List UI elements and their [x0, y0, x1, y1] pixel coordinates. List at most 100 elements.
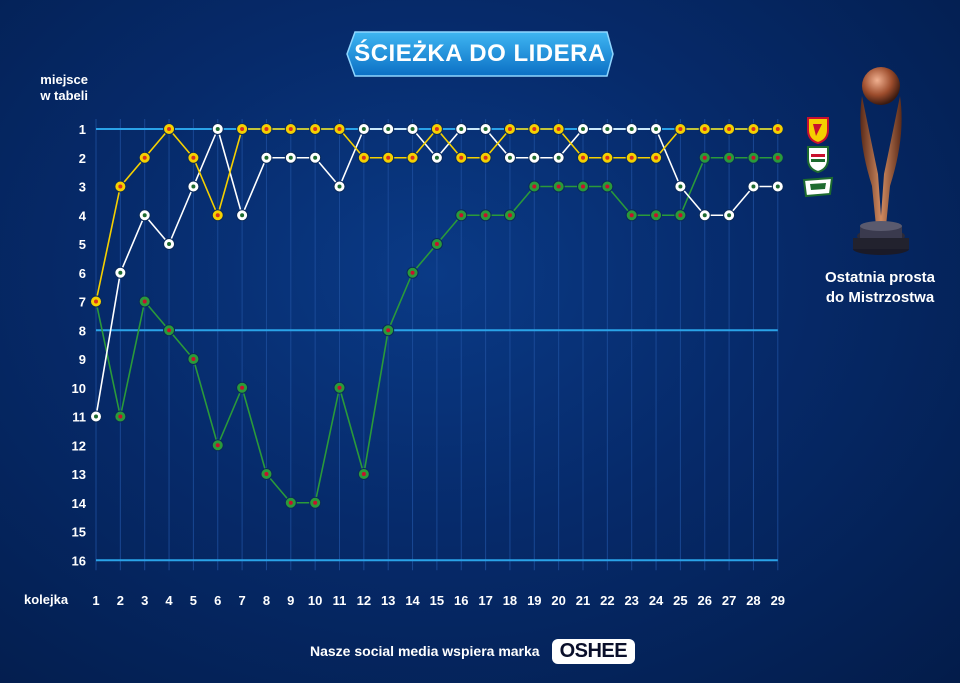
- x-tick-label: 1: [92, 593, 99, 608]
- data-point-center: [459, 127, 464, 131]
- data-point-center: [434, 242, 439, 246]
- legia-crest-icon: [807, 146, 829, 173]
- x-tick-label: 15: [430, 593, 444, 608]
- data-point-center: [337, 385, 342, 390]
- data-point-center: [556, 184, 561, 189]
- data-point-center: [702, 155, 707, 160]
- data-point-center: [605, 155, 610, 160]
- data-point-center: [678, 127, 683, 131]
- x-tick-label: 28: [746, 593, 760, 608]
- data-point-center: [361, 472, 366, 476]
- y-tick-label: 15: [72, 525, 86, 540]
- data-point-center: [727, 127, 732, 131]
- data-point-center: [142, 155, 147, 160]
- y-tick-label: 12: [72, 438, 86, 453]
- data-point-center: [532, 184, 537, 189]
- data-point-center: [264, 127, 269, 131]
- data-point-center: [361, 155, 366, 160]
- x-tick-label: 19: [527, 593, 541, 608]
- data-point-center: [532, 155, 537, 160]
- y-axis-label-line2: w tabeli: [40, 88, 88, 103]
- data-point-center: [167, 127, 172, 131]
- x-tick-label: 23: [624, 593, 638, 608]
- data-point-center: [240, 213, 245, 218]
- data-point-center: [410, 155, 415, 160]
- data-point-center: [532, 127, 537, 131]
- data-point-center: [337, 127, 342, 131]
- x-tick-label: 8: [263, 593, 270, 608]
- jagiellonia-crest-icon: [807, 117, 829, 144]
- data-point-center: [751, 184, 756, 189]
- trophy-caption-line1: Ostatnia prosta: [824, 269, 936, 286]
- data-point-center: [702, 213, 707, 218]
- y-tick-label: 5: [79, 237, 86, 252]
- data-point-center: [507, 213, 512, 218]
- data-point-center: [459, 213, 464, 218]
- x-tick-label: 25: [673, 593, 687, 608]
- x-tick-label: 13: [381, 593, 395, 608]
- x-tick-label: 10: [308, 593, 322, 608]
- x-tick-label: 26: [698, 593, 712, 608]
- trophy-caption-line2: do Mistrzostwa: [825, 289, 935, 306]
- x-tick-label: 24: [649, 593, 664, 608]
- y-tick-label: 7: [79, 295, 86, 310]
- chart-title: ŚCIEŻKA DO LIDERA: [354, 40, 606, 67]
- title-banner-shape: [346, 31, 614, 77]
- data-point-center: [581, 127, 585, 131]
- data-point-center: [240, 385, 245, 390]
- y-tick-label: 2: [79, 151, 86, 166]
- y-tick-label: 8: [79, 323, 86, 338]
- data-point-center: [191, 184, 196, 189]
- x-tick-label: 21: [576, 593, 590, 608]
- data-point-center: [727, 213, 732, 218]
- data-point-center: [775, 127, 780, 131]
- data-point-center: [215, 127, 220, 131]
- data-point-center: [386, 155, 391, 160]
- data-point-center: [288, 127, 293, 131]
- x-tick-label: 9: [287, 593, 294, 608]
- y-tick-label: 14: [72, 496, 87, 511]
- sponsor-logo[interactable]: OSHEE: [551, 638, 636, 664]
- data-point-center: [215, 443, 220, 448]
- data-point-center: [654, 155, 659, 160]
- data-point-center: [94, 414, 98, 419]
- y-tick-label: 3: [79, 180, 86, 195]
- data-point-center: [167, 328, 172, 333]
- y-tick-label: 4: [79, 208, 87, 223]
- data-point-center: [386, 127, 391, 131]
- lechia-crest-icon: [802, 176, 834, 198]
- y-tick-label: 11: [72, 410, 86, 425]
- data-point-center: [507, 127, 512, 131]
- data-point-center: [434, 155, 439, 160]
- x-tick-label: 5: [190, 593, 197, 608]
- x-tick-label: 11: [333, 593, 347, 608]
- data-point-center: [313, 500, 318, 505]
- data-point-center: [654, 213, 659, 218]
- data-point-center: [678, 184, 683, 189]
- data-point-center: [410, 127, 415, 131]
- data-point-center: [142, 299, 147, 304]
- data-point-center: [629, 127, 634, 131]
- data-point-center: [410, 270, 415, 275]
- data-point-center: [434, 127, 439, 131]
- data-point-center: [678, 213, 683, 218]
- x-tick-label: 29: [771, 593, 785, 608]
- data-point-center: [118, 270, 123, 275]
- x-tick-label: 3: [141, 593, 148, 608]
- y-axis-label-line1: miejsce: [40, 72, 88, 87]
- x-tick-label: 18: [503, 593, 517, 608]
- y-tick-label: 1: [79, 122, 86, 137]
- data-point-center: [142, 213, 147, 218]
- x-tick-label: 22: [600, 593, 614, 608]
- data-point-center: [313, 127, 318, 131]
- data-point-center: [751, 127, 756, 131]
- data-point-center: [191, 357, 196, 361]
- data-point-center: [264, 155, 269, 160]
- data-point-center: [337, 184, 342, 189]
- data-point-center: [386, 328, 391, 333]
- x-tick-label: 17: [478, 593, 492, 608]
- y-tick-label: 13: [72, 467, 86, 482]
- data-point-center: [240, 127, 245, 131]
- y-tick-label: 6: [79, 266, 86, 281]
